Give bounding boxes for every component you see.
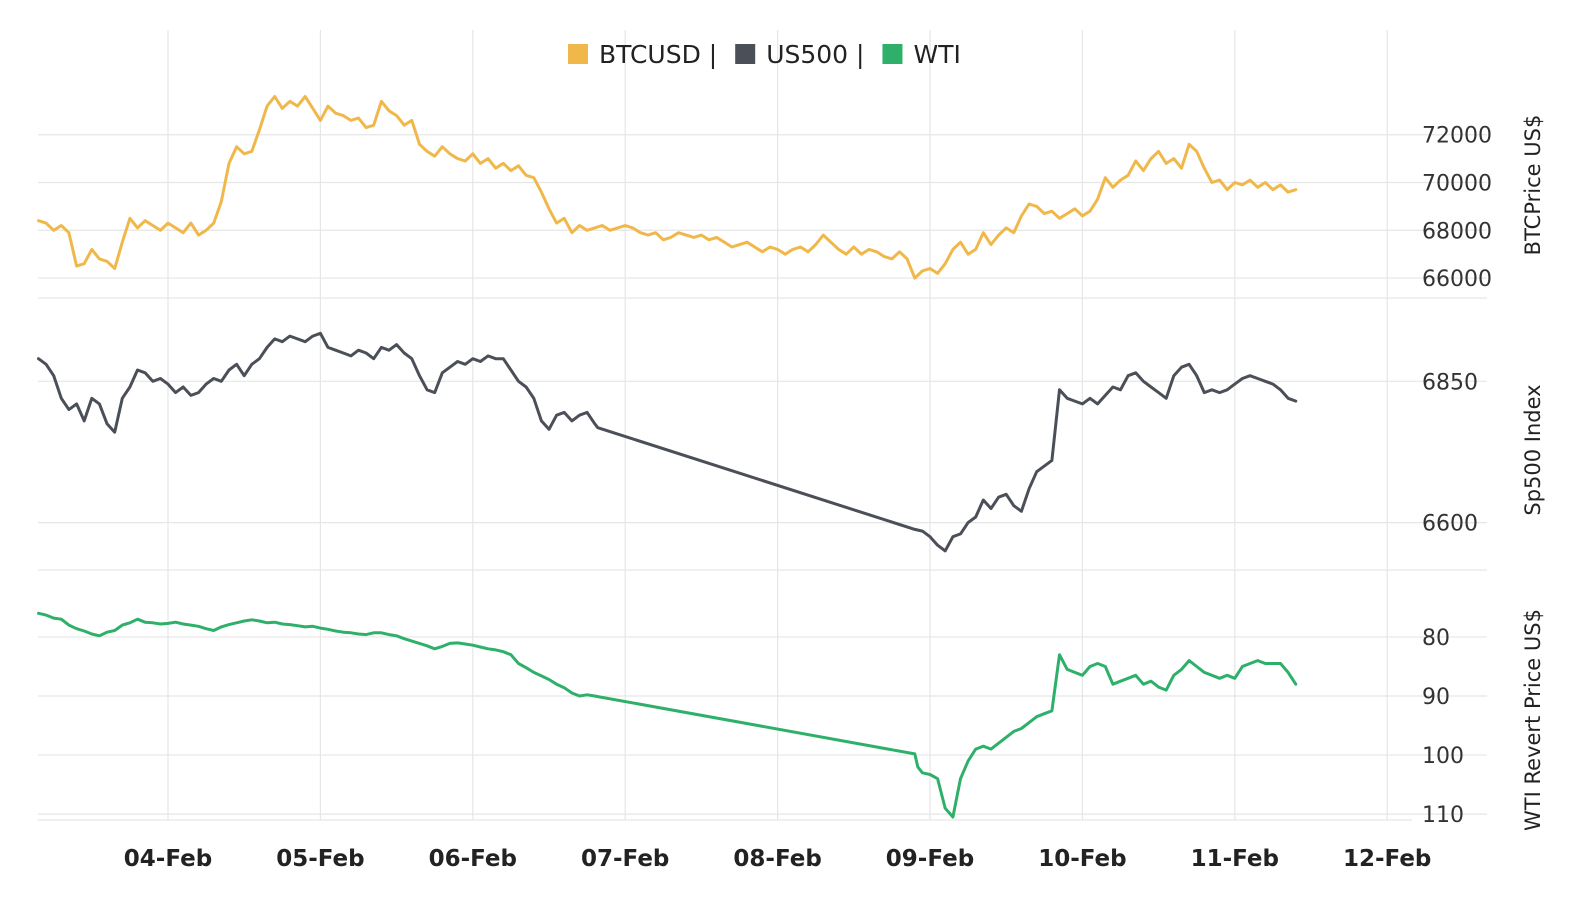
x-tick-label: 07-Feb xyxy=(581,846,669,872)
btc-y-tick-label: 66000 xyxy=(1422,267,1492,292)
wti-y-tick-label: 100 xyxy=(1422,744,1464,769)
sp500-y-axis-title: Sp500 Index xyxy=(1521,384,1545,515)
grid xyxy=(38,30,1487,821)
legend-label: BTCUSD | xyxy=(599,40,717,69)
wti-y-tick-label: 90 xyxy=(1422,685,1450,710)
legend: BTCUSD | US500 | WTI xyxy=(568,40,961,69)
btc-y-tick-label: 72000 xyxy=(1422,124,1492,149)
legend-label: WTI xyxy=(913,40,960,69)
legend-entry-us500: US500 | xyxy=(735,40,864,69)
legend-swatch xyxy=(568,44,588,64)
series-lines xyxy=(37,95,1298,819)
x-tick-label: 05-Feb xyxy=(276,846,364,872)
legend-entry-wti: WTI xyxy=(882,40,961,69)
y-tick-labels: 66000 68000 70000 72000 6600 6850 80 90 100 110 xyxy=(1422,124,1492,828)
sp500-y-tick-label: 6600 xyxy=(1422,512,1478,537)
series-line-btcusd xyxy=(37,95,1298,280)
sp500-y-tick-label: 6850 xyxy=(1422,370,1478,395)
x-tick-label: 12-Feb xyxy=(1343,846,1431,872)
x-tick-label: 08-Feb xyxy=(733,846,821,872)
x-tick-label: 11-Feb xyxy=(1191,846,1279,872)
y-axis-titles: BTCPrice US$ Sp500 Index WTI Revert Price … xyxy=(1521,115,1545,831)
series-line-wti xyxy=(37,611,1298,819)
wti-y-tick-label: 80 xyxy=(1422,626,1450,651)
btc-y-axis-title: BTCPrice US$ xyxy=(1521,115,1545,256)
x-tick-label: 04-Feb xyxy=(124,846,212,872)
x-tick-label: 10-Feb xyxy=(1038,846,1126,872)
btc-y-tick-label: 70000 xyxy=(1422,172,1492,197)
btc-y-tick-label: 68000 xyxy=(1422,219,1492,244)
legend-swatch xyxy=(735,44,756,64)
x-tick-label: 06-Feb xyxy=(429,846,517,872)
series-line-us500 xyxy=(37,331,1298,553)
legend-entry-btcusd: BTCUSD | xyxy=(568,40,717,69)
x-tick-labels: 04-Feb 05-Feb 06-Feb 07-Feb 08-Feb 09-Feb 10-F… xyxy=(124,846,1432,872)
x-tick-label: 09-Feb xyxy=(886,846,974,872)
legend-label: US500 | xyxy=(766,40,864,69)
wti-y-axis-title: WTI Revert Price US$ xyxy=(1521,609,1545,831)
wti-y-tick-label: 110 xyxy=(1422,803,1464,828)
legend-swatch xyxy=(882,44,903,64)
